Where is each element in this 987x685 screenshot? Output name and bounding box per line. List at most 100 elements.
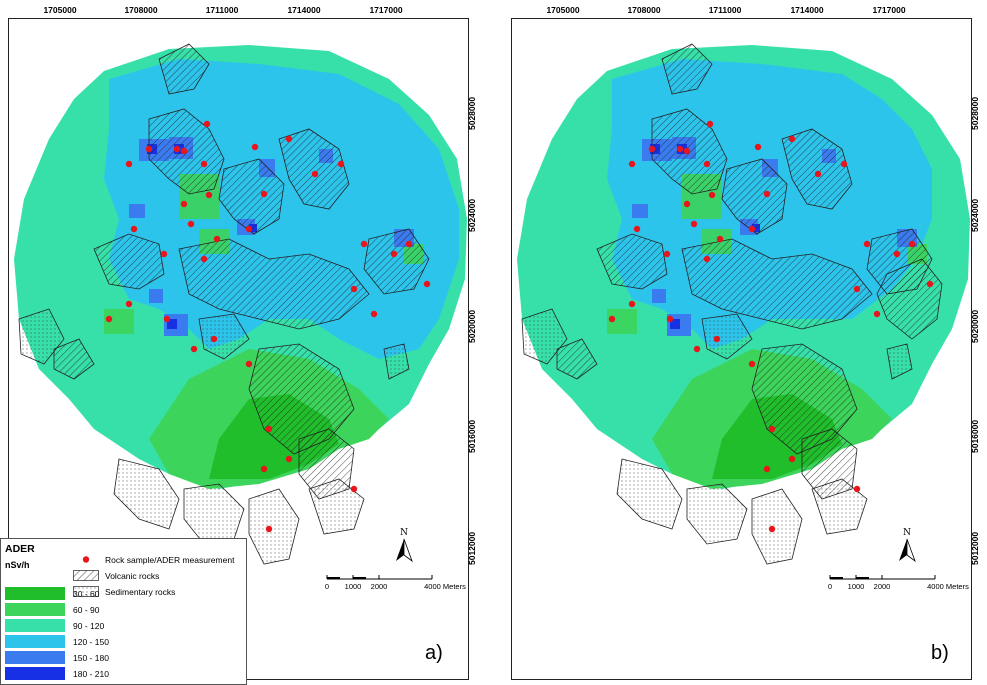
ader-class-150-180 bbox=[149, 289, 163, 303]
sample-point bbox=[628, 160, 636, 168]
map-legend: ADER nSv/h 30 - 60 60 - 90 90 - 120 120 … bbox=[0, 538, 247, 685]
sample-point bbox=[370, 310, 378, 318]
scale-label: 4000 Meters bbox=[424, 582, 466, 591]
legend-class: 90 - 120 bbox=[5, 618, 104, 633]
sedimentary-rock-area bbox=[701, 313, 753, 360]
sample-point bbox=[130, 225, 138, 233]
sedimentary-rock-area bbox=[811, 478, 868, 535]
class-swatch bbox=[5, 635, 65, 648]
class-swatch bbox=[5, 619, 65, 632]
sample-point bbox=[666, 315, 674, 323]
sample-point bbox=[648, 145, 656, 153]
sample-point bbox=[768, 425, 776, 433]
sample-point bbox=[200, 255, 208, 263]
y-tick: 5012000 bbox=[970, 531, 980, 565]
map-panel-b: N 0 1000 2000 4000 Meters 1705000 1708000 17… bbox=[503, 0, 980, 682]
volcanic-rock-area bbox=[556, 338, 598, 380]
ader-class-180-210 bbox=[167, 319, 177, 329]
sample-point bbox=[633, 225, 641, 233]
sample-point bbox=[716, 235, 724, 243]
sample-point bbox=[893, 250, 901, 258]
ader-map: N 0 1000 2000 4000 Meters bbox=[14, 43, 467, 591]
sample-point bbox=[908, 240, 916, 248]
legend-class: 180 - 210 bbox=[5, 666, 109, 681]
sample-point bbox=[405, 240, 413, 248]
north-arrow-icon bbox=[396, 539, 404, 561]
volcanic-rock-area bbox=[681, 238, 873, 330]
scale-label: 2000 bbox=[874, 582, 891, 591]
ader-class-150-180 bbox=[632, 204, 648, 218]
sample-point bbox=[163, 315, 171, 323]
legend-title: ADER bbox=[5, 543, 35, 555]
ader-class-150-180 bbox=[652, 289, 666, 303]
sample-point bbox=[350, 485, 358, 493]
x-tick: 1708000 bbox=[627, 5, 661, 15]
north-arrow-icon bbox=[403, 538, 413, 563]
sample-point bbox=[360, 240, 368, 248]
map-frame: N 0 1000 2000 4000 Meters bbox=[511, 18, 972, 680]
sample-point bbox=[173, 145, 181, 153]
volcanic-rock-area bbox=[363, 228, 430, 295]
legend-class: 150 - 180 bbox=[5, 650, 109, 665]
sedimentary-rock-area bbox=[686, 483, 748, 545]
ader-class-150-180 bbox=[129, 204, 145, 218]
sample-point bbox=[708, 191, 716, 199]
x-tick: 1717000 bbox=[369, 5, 403, 15]
sedimentary-rock-area bbox=[248, 488, 300, 565]
x-tick: 1714000 bbox=[790, 5, 824, 15]
x-tick: 1711000 bbox=[708, 5, 742, 15]
sample-point bbox=[125, 160, 133, 168]
x-tick: 1705000 bbox=[43, 5, 77, 15]
legend-sample: Rock sample/ADER measurement bbox=[73, 554, 234, 565]
sample-point bbox=[748, 360, 756, 368]
scale-label: 1000 bbox=[345, 582, 362, 591]
sedimentary-rock-area bbox=[183, 483, 245, 545]
scale-label: 1000 bbox=[848, 582, 865, 591]
sample-point bbox=[251, 143, 259, 151]
sample-point bbox=[853, 485, 861, 493]
sample-point bbox=[105, 315, 113, 323]
sample-point bbox=[210, 335, 218, 343]
sample-point bbox=[628, 300, 636, 308]
volcanic-label: Volcanic rocks bbox=[105, 570, 160, 581]
dots-icon bbox=[73, 586, 99, 597]
sample-point bbox=[683, 147, 691, 155]
class-swatch bbox=[5, 667, 65, 680]
sample-point bbox=[190, 345, 198, 353]
sample-point bbox=[690, 220, 698, 228]
sample-point bbox=[676, 145, 684, 153]
sedimentary-rock-area bbox=[751, 488, 803, 565]
sample-point bbox=[693, 345, 701, 353]
sample-point bbox=[203, 120, 211, 128]
map-frame: N 0 1000 2000 4000 Meters bbox=[8, 18, 469, 680]
scale-label: 4000 Meters bbox=[927, 582, 969, 591]
sedimentary-rock-area bbox=[886, 343, 913, 380]
class-swatch bbox=[5, 587, 65, 600]
class-swatch bbox=[5, 651, 65, 664]
sample-point bbox=[145, 145, 153, 153]
legend-volcanic: Volcanic rocks bbox=[73, 570, 159, 581]
legend-sedimentary: Sedimentary rocks bbox=[73, 586, 175, 597]
sedimentary-rock-area bbox=[616, 458, 683, 530]
sample-point bbox=[285, 455, 293, 463]
volcanic-rock-area bbox=[53, 338, 95, 380]
volcanic-rock-area bbox=[278, 128, 350, 210]
sedimentary-rock-area bbox=[308, 478, 365, 535]
y-tick: 5020000 bbox=[970, 309, 980, 343]
y-tick: 5028000 bbox=[467, 96, 477, 130]
sample-point bbox=[853, 285, 861, 293]
sample-point bbox=[180, 147, 188, 155]
sample-point bbox=[814, 170, 822, 178]
sample-point bbox=[788, 455, 796, 463]
sample-point bbox=[213, 235, 221, 243]
panel-label: a) bbox=[425, 642, 443, 664]
sample-point bbox=[350, 285, 358, 293]
sample-point bbox=[390, 250, 398, 258]
sedimentary-rock-area bbox=[113, 458, 180, 530]
volcanic-rock-area bbox=[218, 158, 285, 235]
sample-point bbox=[265, 425, 273, 433]
sample-point bbox=[713, 335, 721, 343]
sample-point bbox=[285, 135, 293, 143]
y-tick: 5020000 bbox=[467, 309, 477, 343]
sample-point bbox=[160, 250, 168, 258]
